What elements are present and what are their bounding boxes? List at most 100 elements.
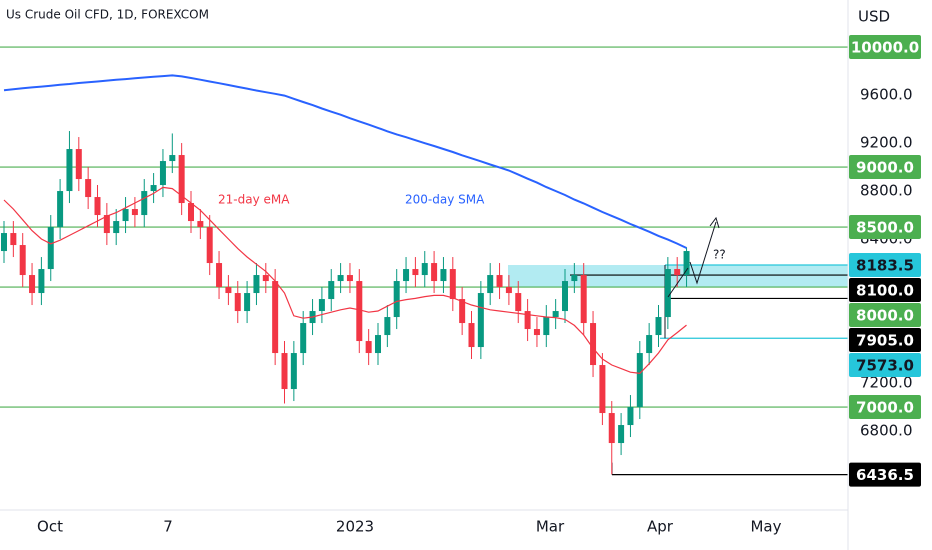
candle-body [103,215,110,234]
candle [440,257,447,294]
candle-body [375,335,381,354]
candle [197,209,204,240]
candle [66,131,73,204]
candle-body [477,293,484,348]
candle [178,143,185,216]
candle-body [655,317,662,336]
candle-body [234,293,241,312]
candle-body [75,149,82,180]
candle [375,323,381,366]
candle-body [1,233,7,252]
candle [590,311,597,378]
candle [393,269,400,330]
candle [75,137,82,192]
candle-body [674,269,681,276]
candle-body [328,281,335,300]
candle-body [47,227,54,270]
price-label: 8183.5 [856,257,914,275]
x-tick-label: May [750,518,781,536]
price-label-box [849,303,921,328]
candle [449,257,456,312]
candle-body [664,269,671,318]
candle [431,251,438,294]
y-tick-label: 6800.0 [860,422,913,440]
candle [253,263,260,306]
candle-body [272,281,279,354]
candle-body [384,317,391,336]
candle [85,167,92,210]
candle [150,173,157,204]
candle [356,269,363,354]
candle [290,341,297,402]
sketch-line [667,267,689,298]
plot [1,74,690,475]
price-label-box [849,155,921,180]
arrow-head [709,216,720,229]
candle-body [318,299,325,312]
candle-body [468,323,475,348]
price-label-box [849,35,921,60]
candle [421,251,428,288]
ma-line [3,186,687,375]
candle [496,263,503,300]
candle-body [636,353,643,408]
candle [655,305,662,348]
candle [543,305,550,348]
ema-label: 21-day eMA [218,193,290,207]
candle [244,281,251,324]
candle [141,179,148,228]
candle-body [38,269,45,294]
candle [281,341,288,404]
price-label: 9000.0 [856,159,914,177]
candle [272,269,279,366]
candle [683,247,690,288]
candle-body [57,191,64,228]
candle-body [197,221,204,228]
candle-body [449,269,456,300]
candle-body [216,263,223,288]
candle-body [459,299,466,324]
candle [103,203,110,246]
price-label: 7000.0 [856,399,914,417]
candle-body [141,191,148,216]
candle [346,263,353,294]
candle-body [421,263,428,276]
candle [206,215,213,276]
candle [328,269,335,312]
candle-body [365,341,372,354]
y-tick-label: 8800.0 [860,182,913,200]
candle [113,209,120,246]
candle [1,221,7,264]
candle-body [590,323,597,366]
price-label-box [849,328,921,353]
candle-body [599,365,606,414]
candle [94,185,101,228]
sketch-line [689,221,717,285]
candle [515,281,522,324]
candle [533,317,540,348]
candle-body [431,263,438,282]
candle [19,233,26,288]
candle [169,133,176,174]
price-label-box [849,462,921,487]
price-label-box [849,395,921,420]
candle-body [515,293,522,312]
candle-body [356,281,363,342]
candle [477,281,484,360]
candle-body [562,281,568,312]
candle-body [113,221,120,234]
candle [618,413,625,456]
candle-body [178,155,185,204]
candle [412,257,419,288]
candle-body [505,287,512,294]
zone [508,265,848,288]
price-label: 7573.0 [856,357,914,375]
candle [608,401,615,475]
price-label: 8500.0 [856,219,914,237]
plot-under [0,46,848,476]
candle [29,263,36,306]
candle-body [580,275,587,324]
candle-body [10,233,17,246]
candle-body [300,323,307,354]
annotation: ?? [713,248,726,262]
